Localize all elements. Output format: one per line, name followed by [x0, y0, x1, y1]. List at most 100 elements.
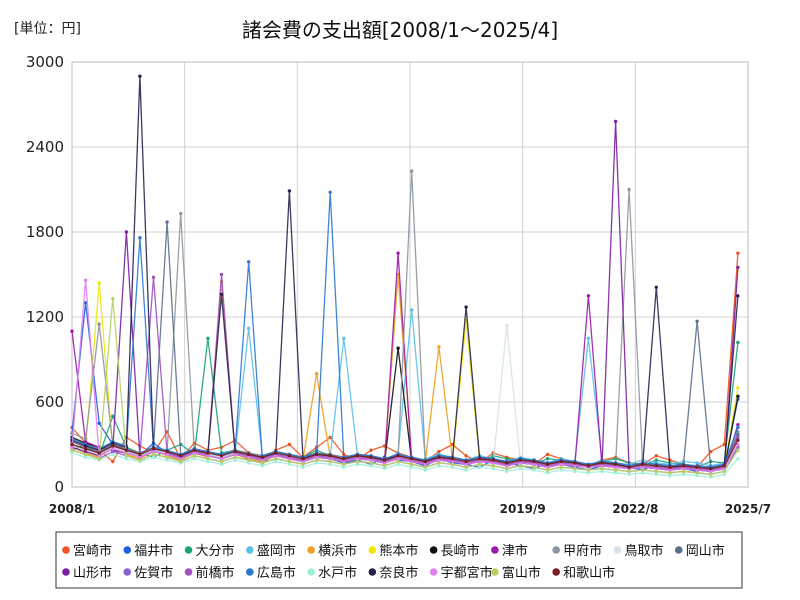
data-point	[532, 459, 536, 464]
legend-marker	[62, 546, 70, 554]
legend-label: 佐賀市	[134, 565, 173, 581]
data-point	[97, 451, 101, 455]
data-point	[600, 466, 604, 471]
data-point	[709, 469, 713, 474]
data-point	[247, 458, 251, 462]
data-point	[369, 461, 373, 465]
x-tick-label: 2022/8	[612, 502, 658, 516]
legend-label: 奈良市	[379, 565, 418, 581]
data-point	[437, 461, 441, 465]
data-point	[695, 461, 699, 465]
data-point	[491, 461, 495, 465]
data-point	[233, 449, 237, 454]
data-point	[668, 465, 672, 469]
data-point	[695, 468, 699, 472]
series-line	[71, 170, 739, 470]
data-point	[505, 469, 509, 474]
data-point	[355, 462, 360, 466]
data-point	[355, 454, 360, 458]
data-point	[219, 292, 224, 296]
data-point	[287, 457, 292, 461]
data-point	[328, 462, 332, 466]
data-point	[314, 458, 319, 462]
data-point	[613, 462, 618, 466]
data-point	[437, 458, 441, 462]
legend-marker	[368, 568, 377, 576]
legend-marker	[62, 568, 70, 576]
series-line	[71, 439, 739, 470]
data-point	[627, 465, 631, 469]
data-point	[654, 469, 658, 474]
data-point	[179, 457, 183, 461]
data-point	[722, 469, 726, 474]
data-point	[736, 294, 740, 298]
data-point	[654, 285, 658, 289]
data-point	[410, 465, 414, 469]
data-point	[736, 423, 740, 427]
data-point	[97, 457, 101, 461]
data-point	[532, 468, 536, 472]
data-point	[559, 468, 563, 472]
x-tick-label: 2016/10	[383, 502, 437, 516]
y-tick-label: 2400	[26, 138, 64, 156]
data-point	[559, 459, 563, 464]
data-point	[450, 459, 455, 464]
legend-marker	[184, 546, 193, 554]
unit-label: [単位：円]	[14, 21, 81, 37]
legend-marker	[368, 546, 377, 554]
data-point	[111, 441, 115, 445]
data-point	[613, 468, 618, 472]
data-point	[396, 454, 400, 458]
data-point	[342, 462, 346, 466]
data-point	[369, 455, 373, 459]
data-point	[138, 236, 142, 240]
data-point	[478, 462, 482, 466]
data-point	[247, 326, 251, 330]
data-point	[138, 452, 142, 457]
data-point	[464, 454, 468, 458]
data-point	[192, 454, 196, 458]
series-line	[71, 297, 739, 475]
data-point	[573, 461, 577, 465]
data-point	[695, 465, 699, 469]
data-point	[491, 466, 495, 471]
data-point	[342, 336, 346, 340]
legend-marker	[674, 546, 683, 554]
legend-label: 宮崎市	[73, 543, 112, 559]
data-point	[410, 169, 414, 173]
data-point	[396, 459, 400, 464]
data-point	[247, 461, 251, 465]
data-point	[545, 465, 550, 469]
data-point	[138, 74, 142, 78]
data-point	[681, 472, 686, 476]
data-point	[396, 462, 400, 466]
data-point	[695, 471, 699, 475]
legend-marker	[307, 546, 315, 554]
data-point	[151, 455, 156, 459]
data-point	[70, 445, 74, 449]
x-tick-label: 2025/7	[725, 502, 771, 516]
data-point	[464, 465, 468, 469]
data-point	[518, 464, 523, 468]
data-point	[274, 457, 278, 461]
legend-marker	[307, 568, 315, 576]
data-point	[287, 454, 292, 458]
data-point	[70, 442, 74, 447]
data-point	[233, 458, 237, 462]
data-point	[274, 459, 278, 464]
data-point	[206, 457, 210, 461]
data-point	[559, 465, 563, 469]
legend-label: 鳥取市	[624, 543, 663, 559]
data-point	[613, 465, 618, 469]
y-tick-label: 1800	[26, 223, 64, 241]
data-point	[247, 455, 251, 459]
data-point	[111, 449, 115, 454]
x-tick-label: 2010/12	[157, 502, 211, 516]
data-point	[736, 438, 740, 442]
data-point	[111, 296, 115, 301]
legend-label: 富山市	[502, 565, 541, 581]
data-point	[722, 442, 726, 447]
data-point	[545, 457, 550, 461]
data-point	[165, 220, 169, 224]
